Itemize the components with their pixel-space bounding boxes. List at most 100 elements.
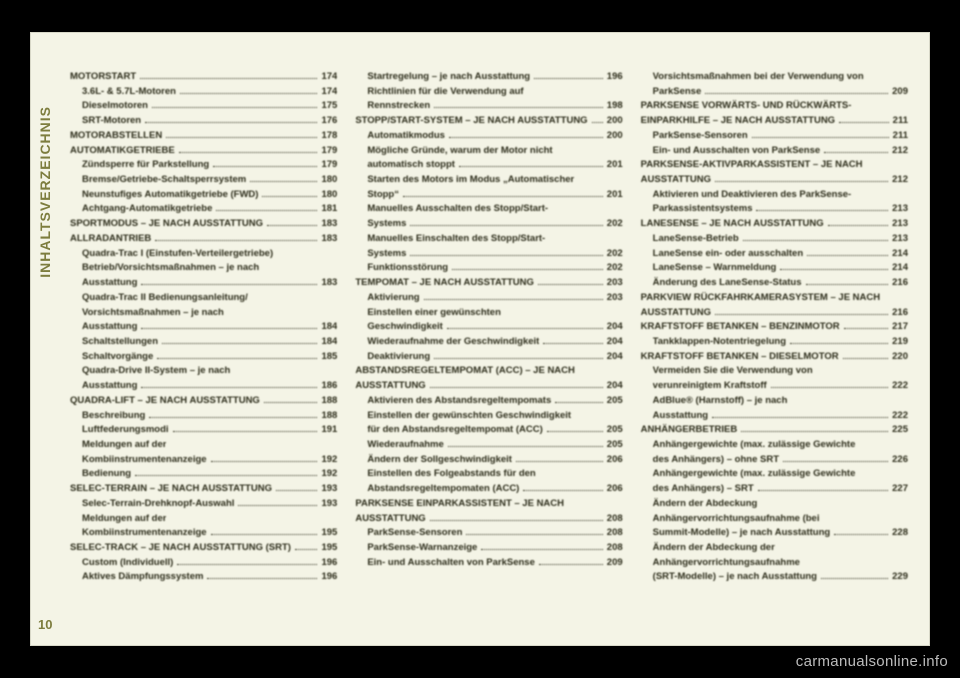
toc-entry: Stopp“201 (355, 188, 622, 203)
toc-entry-text: Aktivierung (367, 291, 419, 306)
toc-entry: Geschwindigkeit204 (355, 320, 622, 335)
toc-entry-text: Bedienung (82, 467, 131, 482)
toc-dot-leader (424, 299, 603, 300)
toc-dot-leader (162, 343, 317, 344)
toc-dot-leader (844, 328, 888, 329)
toc-entry: verunreinigtem Kraftstoff222 (641, 379, 908, 394)
toc-entry-text: Vorsichtsmaßnahmen – je nach (82, 306, 224, 321)
sidebar-chapter-label: INHALTSVERZEICHNIS (34, 68, 56, 278)
toc-entry: SELEC-TERRAIN – JE NACH AUSSTATTUNG193 (70, 482, 337, 497)
toc-dot-leader (152, 107, 317, 108)
toc-dot-leader (839, 122, 889, 123)
toc-entry-page: 217 (892, 320, 908, 335)
toc-entry-page: 204 (607, 320, 623, 335)
toc-entry-page: 174 (321, 70, 337, 85)
toc-dot-leader (783, 461, 888, 462)
toc-dot-leader (141, 328, 317, 329)
toc-entry-text: AUSSTATTUNG (641, 173, 711, 188)
toc-entry-text: EINPARKHILFE – JE NACH AUSSTATTUNG (641, 114, 835, 129)
toc-column-2: Startregelung – je nach Ausstattung196Ri… (355, 70, 622, 606)
toc-entry: Aktivieren des Abstandsregeltempomats205 (355, 394, 622, 409)
toc-entry-text: LaneSense – Warnmeldung (653, 261, 777, 276)
toc-dot-leader (448, 446, 603, 447)
toc-entry-page: 225 (892, 423, 908, 438)
toc-entry-text: Einstellen der gewünschten Geschwindigke… (367, 409, 571, 424)
toc-entry-page: 208 (607, 512, 623, 527)
toc-entry: Selec-Terrain-Drehknopf-Auswahl193 (70, 497, 337, 512)
toc-dot-leader (539, 564, 603, 565)
toc-entry: TEMPOMAT – JE NACH AUSSTATTUNG203 (355, 276, 622, 291)
toc-entry: Summit-Modelle) – je nach Ausstattung228 (641, 526, 908, 541)
toc-dot-leader (459, 166, 603, 167)
toc-entry: PARKSENSE EINPARKASSISTENT – JE NACH (355, 497, 622, 512)
toc-entry-text: Ändern der Abdeckung (653, 497, 758, 512)
toc-entry: Änderung des LaneSense-Status216 (641, 276, 908, 291)
toc-entry-page: 204 (607, 379, 623, 394)
toc-entry-page: 216 (892, 306, 908, 321)
toc-entry-text: ANHÄNGERBETRIEB (641, 423, 738, 438)
toc-entry-page: 211 (893, 114, 908, 129)
toc-entry-page: 229 (892, 570, 908, 585)
toc-entry-page: 205 (607, 423, 623, 438)
toc-entry-text: Custom (Individuell) (82, 556, 173, 571)
toc-dot-leader (166, 137, 317, 138)
toc-entry-page: 201 (607, 188, 623, 203)
toc-entry-text: Parkassistentsystems (653, 202, 753, 217)
toc-entry-text: MOTORABSTELLEN (70, 129, 162, 144)
toc-entry-text: Systems (367, 217, 406, 232)
toc-entry-page: 206 (607, 453, 623, 468)
toc-entry-text: KRAFTSTOFF BETANKEN – DIESELMOTOR (641, 350, 839, 365)
toc-entry: Ändern der Abdeckung der (641, 541, 908, 556)
toc-entry: Ändern der Sollgeschwindigkeit 206 (355, 453, 622, 468)
toc-dot-leader (180, 93, 318, 94)
toc-entry: Manuelles Ausschalten des Stopp/Start- (355, 202, 622, 217)
page-number: 10 (38, 617, 52, 632)
toc-entry: ALLRADANTRIEB183 (70, 232, 337, 247)
toc-column-1: MOTORSTART1743.6L- & 5.7L-Motoren174Dies… (70, 70, 337, 606)
toc-entry-page: 176 (321, 114, 337, 129)
toc-entry: Ändern der Abdeckung (641, 497, 908, 512)
toc-dot-leader (743, 240, 888, 241)
toc-entry-text: verunreinigtem Kraftstoff (653, 379, 767, 394)
toc-dot-leader (149, 417, 317, 418)
toc-entry-text: SRT-Motoren (82, 114, 141, 129)
toc-entry-page: 202 (607, 247, 623, 262)
toc-dot-leader (403, 196, 603, 197)
toc-entry-text: Abstandsregeltempomaten (ACC) (367, 482, 519, 497)
toc-entry: ParkSense209 (641, 85, 908, 100)
toc-dot-leader (824, 152, 888, 153)
toc-entry: Anhängergewichte (max. zulässige Gewicht… (641, 438, 908, 453)
toc-entry: Quadra-Trac I (Einstufen-Verteilergetrie… (70, 247, 337, 262)
toc-entry-text: Betrieb/Vorsichtsmaßnahmen – je nach (82, 261, 259, 276)
toc-dot-leader (430, 520, 603, 521)
toc-entry-text: ABSTANDSREGELTEMPOMAT (ACC) – JE NACH (355, 364, 575, 379)
toc-entry-text: Wiederaufnahme der Geschwindigkeit (367, 335, 539, 350)
toc-entry: AUSSTATTUNG216 (641, 306, 908, 321)
toc-entry: ABSTANDSREGELTEMPOMAT (ACC) – JE NACH (355, 364, 622, 379)
toc-entry-page: 205 (607, 394, 623, 409)
toc-entry-text: Einstellen des Folgeabstands für den (367, 467, 535, 482)
toc-entry-page: 174 (321, 85, 337, 100)
toc-dot-leader (262, 196, 317, 197)
toc-entry: MOTORABSTELLEN178 (70, 129, 337, 144)
toc-dot-leader (173, 431, 318, 432)
toc-dot-leader (410, 255, 602, 256)
toc-entry-text: Manuelles Einschalten des Stopp/Start- (367, 232, 545, 247)
toc-entry-page: 222 (892, 409, 908, 424)
toc-entry-page: 188 (321, 394, 337, 409)
toc-entry: Betrieb/Vorsichtsmaßnahmen – je nach (70, 261, 337, 276)
toc-entry-text: AdBlue® (Harnstoff) – je nach (653, 394, 788, 409)
toc-entry-page: 196 (607, 70, 623, 85)
toc-entry-text: Aktivieren und Deaktivieren des ParkSens… (653, 188, 852, 203)
toc-entry: Quadra-Trac II Bedienungsanleitung/ (70, 291, 337, 306)
toc-entry: LaneSense-Betrieb213 (641, 232, 908, 247)
toc-entry: AUSSTATTUNG208 (355, 512, 622, 527)
toc-entry-text: STOPP/START-SYSTEM – JE NACH AUSSTATTUNG (355, 114, 587, 129)
toc-dot-leader (592, 122, 603, 123)
toc-dot-leader (449, 137, 603, 138)
toc-entry-page: 195 (321, 541, 337, 556)
toc-entry-text: ParkSense-Warnanzeige (367, 541, 477, 556)
toc-entry-page: 198 (607, 99, 623, 114)
toc-entry: Einstellen des Folgeabstands für den (355, 467, 622, 482)
toc-entry-text: Ändern der Sollgeschwindigkeit (367, 453, 512, 468)
